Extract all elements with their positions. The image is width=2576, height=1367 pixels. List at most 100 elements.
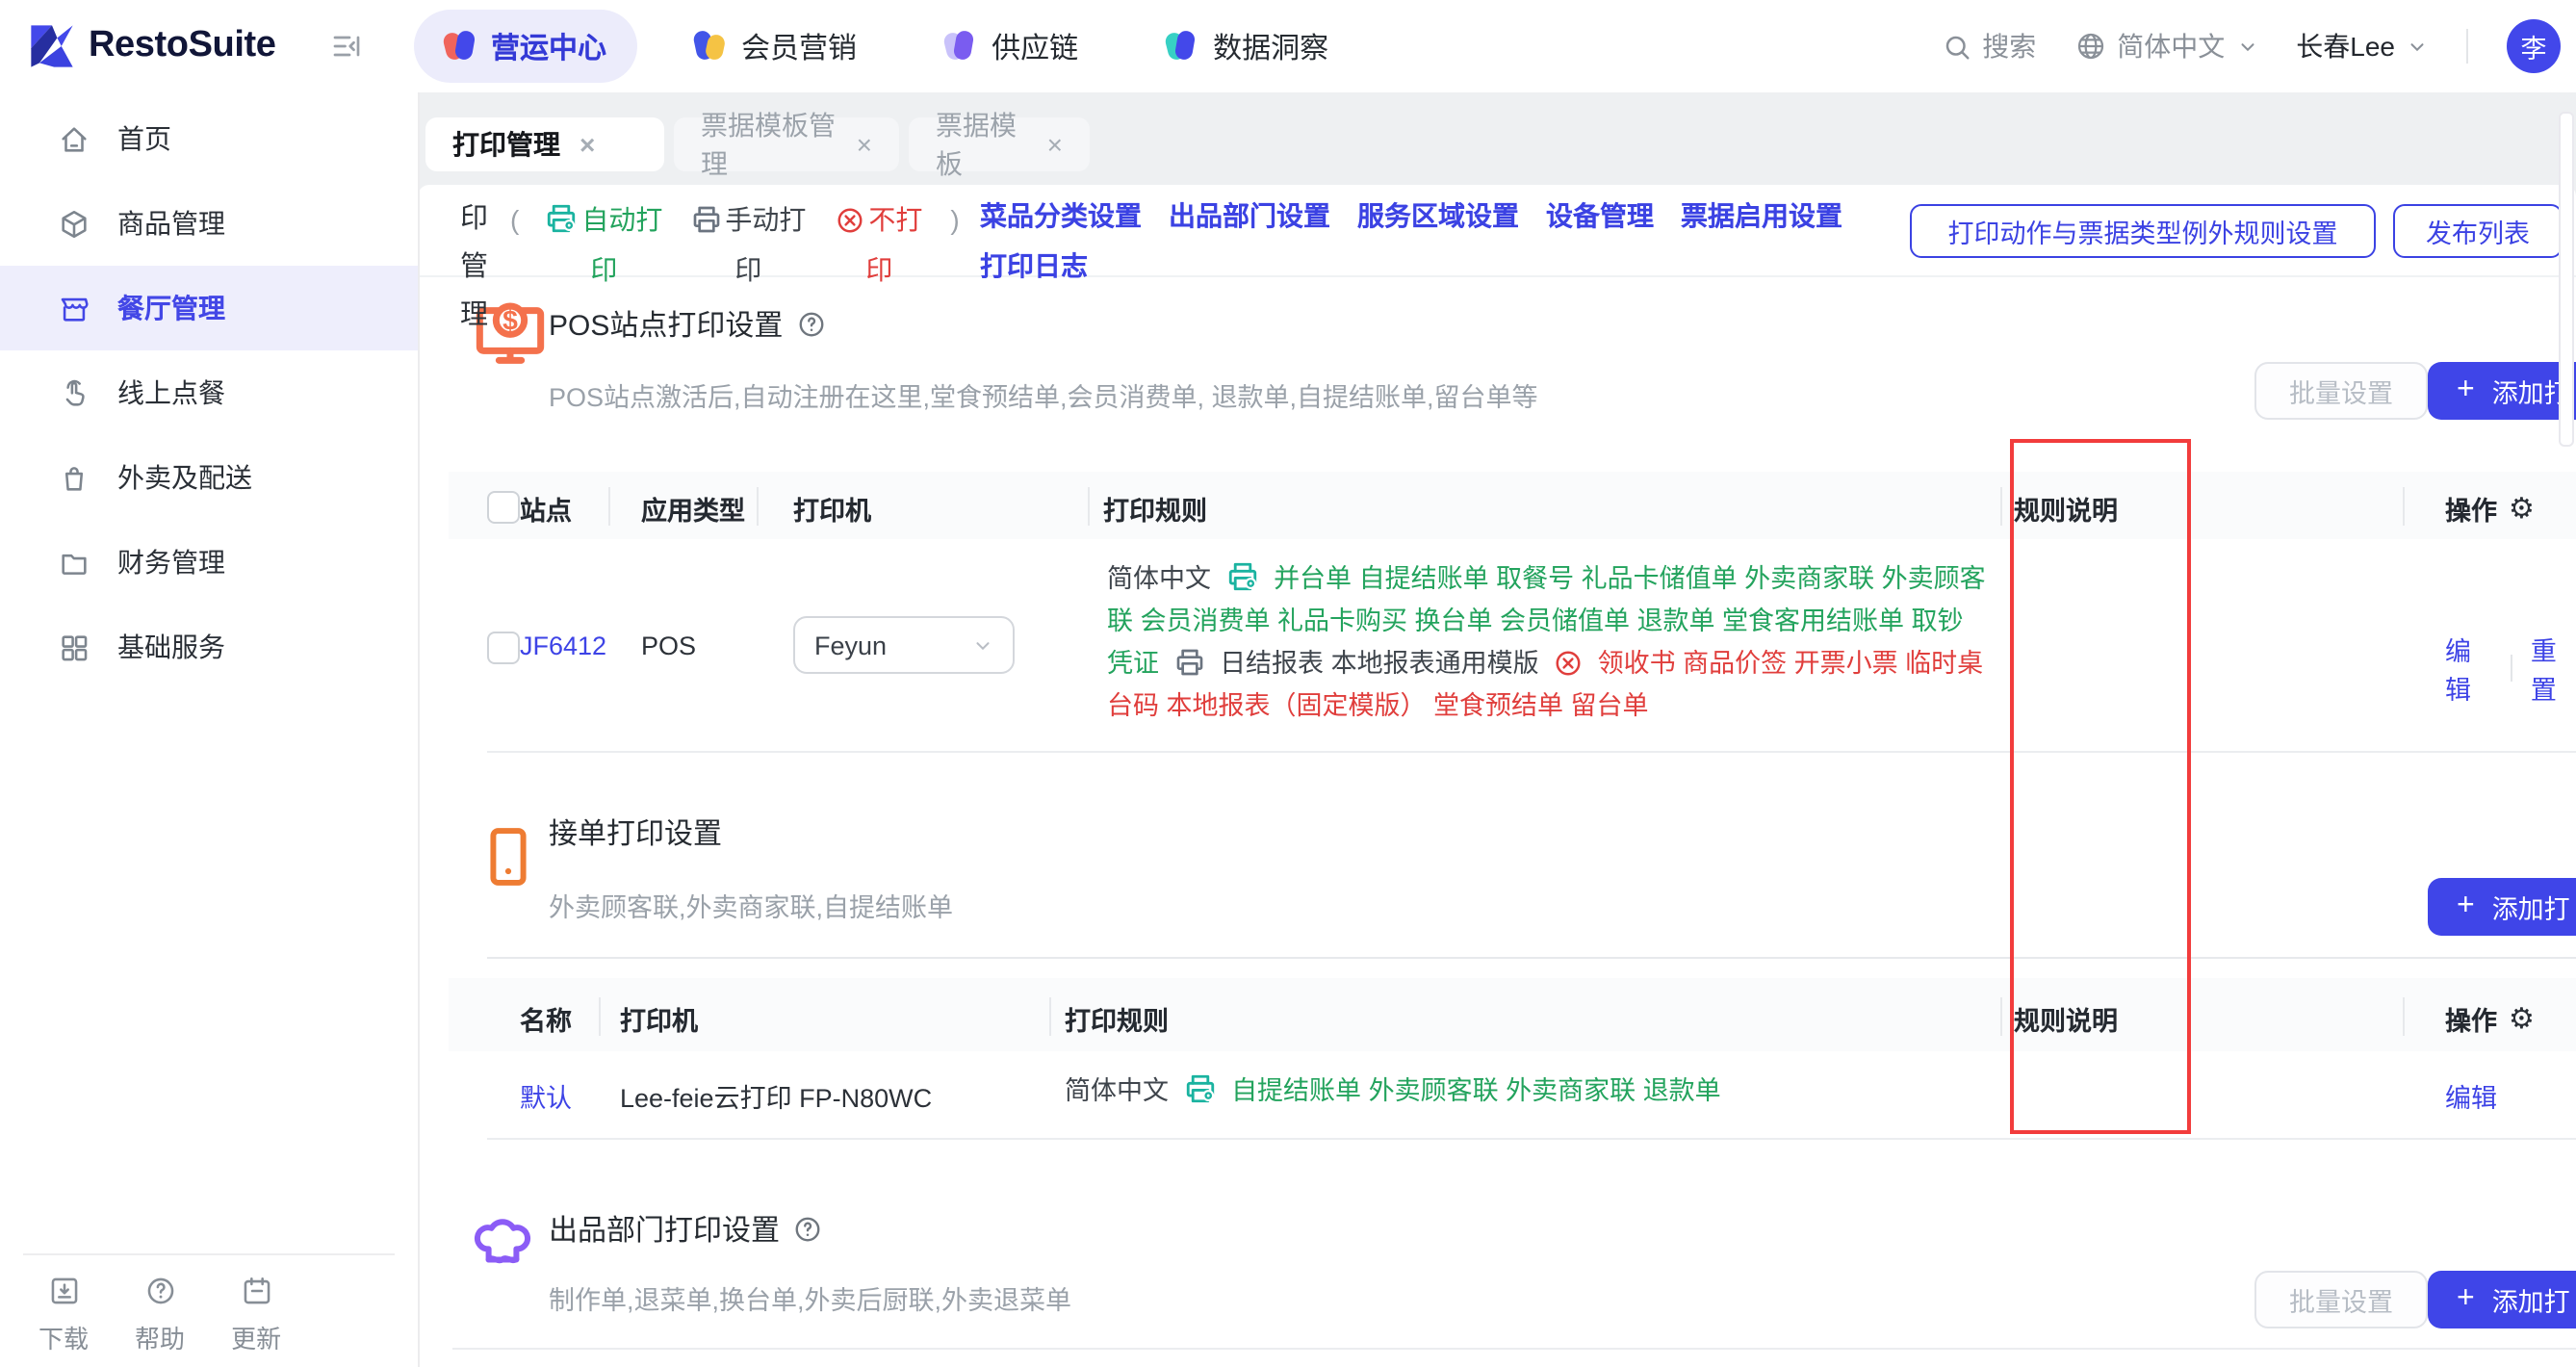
sidebar-item-products[interactable]: 商品管理	[0, 181, 418, 266]
collapse-sidebar-icon[interactable]	[329, 29, 364, 64]
dept-section-desc: 制作单,退菜单,换台单,外卖后厨联,外卖退菜单	[549, 1286, 1072, 1315]
divider	[608, 487, 610, 526]
link-print-log[interactable]: 打印日志	[980, 250, 1088, 281]
close-icon[interactable]: ×	[1046, 129, 1063, 160]
column-site: 站点	[520, 497, 572, 526]
tab-ticket-template[interactable]: 票据模板 ×	[909, 110, 1090, 179]
sidebar-item-label: 餐厅管理	[117, 293, 225, 323]
no-print-rules: 领收书 商品价签 开票小票 临时桌台码 本地报表（固定模版） 堂食预结单 留台单	[1107, 649, 1984, 720]
printer-icon	[690, 204, 721, 235]
chevron-down-icon	[972, 634, 993, 656]
link-device-management[interactable]: 设备管理	[1546, 200, 1654, 231]
tab-label: 票据模板	[936, 110, 1017, 179]
name-link[interactable]: 默认	[520, 1084, 572, 1113]
download-button[interactable]: 下载	[39, 1275, 89, 1355]
top-nav-supply[interactable]: 供应链	[914, 10, 1109, 83]
no-print-icon	[1554, 649, 1583, 678]
pos-add-printer-button[interactable]: + 添加打	[2428, 362, 2576, 420]
sidebar-item-takeout-delivery[interactable]: 外卖及配送	[0, 435, 418, 520]
edit-link[interactable]: 编辑	[2445, 1084, 2497, 1113]
column-name: 名称	[520, 1007, 572, 1036]
vertical-scrollbar-thumb[interactable]	[2559, 112, 2574, 447]
row-divider	[487, 1138, 2576, 1140]
pos-add-printer-label: 添加打	[2491, 379, 2570, 408]
divider	[599, 997, 601, 1036]
select-all-checkbox[interactable]	[487, 491, 520, 524]
close-icon[interactable]: ×	[580, 129, 596, 160]
exception-rules-button[interactable]: 打印动作与票据类型例外规则设置	[1910, 204, 2376, 258]
legend-auto-print: 自动打印	[542, 194, 665, 295]
tablet-icon	[476, 822, 541, 891]
column-settings-gear-icon[interactable]: ⚙	[2509, 1002, 2535, 1035]
auto-print-rules: 自提结账单 外卖顾客联 外卖商家联 退款单	[1231, 1076, 1721, 1105]
top-nav-membership[interactable]: 会员营销	[664, 10, 888, 83]
page-title: 印管理	[460, 204, 488, 331]
column-actions-label: 操作	[2445, 1007, 2497, 1036]
link-dish-category-settings[interactable]: 菜品分类设置	[980, 200, 1142, 231]
printer-select[interactable]: Feyun	[793, 616, 1015, 674]
link-dept-settings[interactable]: 出品部门设置	[1169, 200, 1330, 231]
plus-icon: +	[2457, 890, 2475, 922]
pos-batch-settings-button[interactable]: 批量设置	[2254, 362, 2428, 420]
pos-monitor-icon: $	[472, 295, 549, 372]
help-button[interactable]: 帮助	[135, 1275, 185, 1355]
dept-section-title-text: 出品部门打印设置	[549, 1215, 781, 1248]
tab-ticket-template-management[interactable]: 票据模板管理 ×	[674, 110, 899, 179]
printer-auto-icon	[545, 202, 578, 235]
subnav-links: 菜品分类设置 出品部门设置 服务区域设置 设备管理 票据启用设置 打印日志	[980, 191, 1900, 291]
reset-link[interactable]: 重置	[2530, 637, 2557, 705]
receive-add-printer-button[interactable]: + 添加打	[2428, 878, 2576, 936]
search-icon	[1942, 32, 1971, 61]
paren-open: (	[510, 204, 520, 235]
site-link[interactable]: JF6412	[520, 632, 607, 660]
tab-print-management[interactable]: 打印管理 ×	[425, 117, 664, 171]
close-icon[interactable]: ×	[856, 129, 872, 160]
update-button[interactable]: 更新	[231, 1275, 281, 1355]
row-checkbox[interactable]	[487, 632, 520, 664]
dept-add-printer-label: 添加打	[2491, 1288, 2570, 1317]
column-settings-gear-icon[interactable]: ⚙	[2509, 492, 2535, 525]
search-button[interactable]: 搜索	[1942, 27, 2036, 65]
link-ticket-enable-settings[interactable]: 票据启用设置	[1681, 200, 1842, 231]
divider	[1088, 487, 1090, 526]
download-icon	[47, 1275, 80, 1307]
sidebar-item-finance[interactable]: 财务管理	[0, 520, 418, 605]
top-nav-insights[interactable]: 数据洞察	[1136, 10, 1359, 83]
publish-list-button[interactable]: 发布列表	[2393, 204, 2563, 258]
top-nav-operations[interactable]: 营运中心	[414, 10, 638, 83]
sidebar-item-basic-services[interactable]: 基础服务	[0, 605, 418, 689]
pos-section-desc: POS站点激活后,自动注册在这里,堂食预结单,会员消费单, 退款单,自提结账单,…	[549, 383, 1538, 412]
dept-add-printer-button[interactable]: + 添加打	[2428, 1271, 2576, 1328]
sidebar-item-online-ordering[interactable]: 线上点餐	[0, 350, 418, 435]
help-label: 帮助	[135, 1325, 186, 1354]
subnav-row	[418, 185, 2576, 277]
divider	[2466, 29, 2468, 64]
dept-batch-settings-button[interactable]: 批量设置	[2254, 1271, 2428, 1328]
divider	[757, 487, 759, 526]
sidebar-item-restaurant[interactable]: 餐厅管理	[0, 266, 418, 350]
download-label: 下载	[39, 1325, 90, 1354]
language-switcher[interactable]: 简体中文	[2074, 27, 2257, 65]
pos-section-title-text: POS站点打印设置	[549, 310, 784, 343]
sidebar-item-home[interactable]: 首页	[0, 96, 418, 181]
sidebar-item-label: 商品管理	[117, 208, 225, 239]
edit-link[interactable]: 编辑	[2445, 637, 2471, 705]
section-divider	[452, 1348, 2576, 1350]
main-content: 打印管理 × 票据模板管理 × 票据模板 × 印管理 ( 自动打印 手动打印 不…	[418, 92, 2576, 1367]
receive-table-header	[449, 978, 2576, 1051]
chevron-down-icon	[2407, 36, 2428, 57]
section-divider	[487, 957, 2576, 959]
printer-icon	[1174, 647, 1205, 678]
column-actions: 操作 ⚙	[2445, 999, 2535, 1038]
link-service-area-settings[interactable]: 服务区域设置	[1357, 200, 1519, 231]
column-rule-desc: 规则说明	[2014, 497, 2118, 526]
annotation-rectangle	[2010, 439, 2191, 1134]
grid-icon	[58, 631, 90, 663]
help-circle-icon[interactable]	[793, 1215, 822, 1244]
user-menu[interactable]: 长春Lee	[2296, 27, 2428, 65]
column-printer: 打印机	[620, 1007, 698, 1036]
divider	[2403, 997, 2405, 1036]
help-circle-icon[interactable]	[796, 310, 825, 339]
receive-add-printer-label: 添加打	[2491, 895, 2570, 924]
avatar[interactable]: 李	[2507, 19, 2561, 73]
